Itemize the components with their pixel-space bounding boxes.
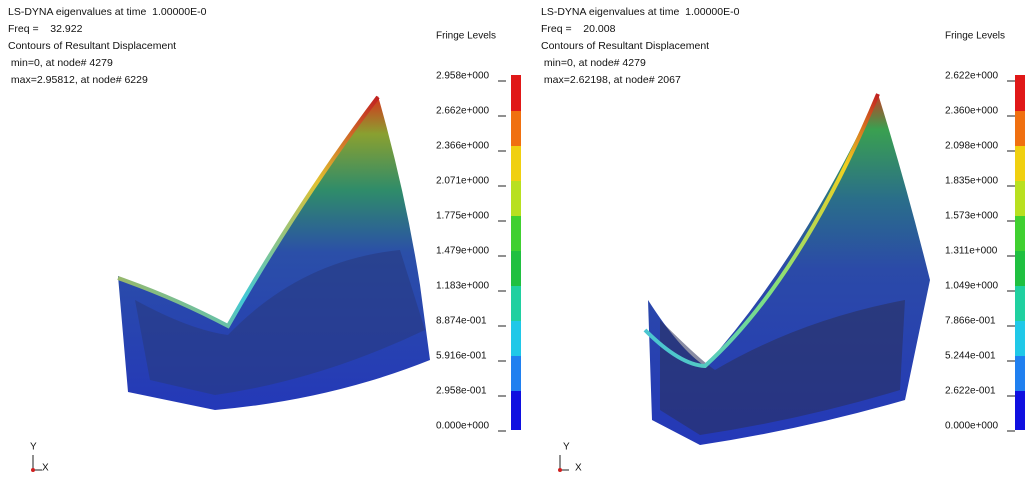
fringe-label: 2.366e+000 [436, 141, 490, 152]
colorbar-left [511, 75, 521, 430]
axis-x-label: X [575, 463, 582, 474]
fringe-label: 8.874e-001 [436, 316, 487, 327]
fringe-title: Fringe Levels [945, 31, 1005, 42]
axis-y-label: Y [563, 442, 570, 453]
header-line: Contours of Resultant Displacement [8, 40, 176, 52]
header-line: LS-DYNA eigenvalues at time 1.00000E-0 [541, 6, 740, 18]
fringe-label: 2.958e+000 [436, 71, 490, 82]
fringe-label: 1.835e+000 [945, 176, 999, 187]
triad-left [31, 455, 42, 472]
fringe-label: 1.183e+000 [436, 281, 490, 292]
header-line: Contours of Resultant Displacement [541, 40, 709, 52]
fringe-title: Fringe Levels [436, 31, 496, 42]
header-line: Freq = 32.922 [8, 23, 83, 35]
fringe-label: 0.000e+000 [945, 421, 999, 432]
fringe-label: 2.098e+000 [945, 141, 999, 152]
fringe-label: 2.071e+000 [436, 176, 490, 187]
header-line: LS-DYNA eigenvalues at time 1.00000E-0 [8, 6, 207, 18]
fringe-label: 2.622e-001 [945, 386, 996, 397]
fringe-label: 7.866e-001 [945, 316, 996, 327]
model-left [118, 96, 430, 410]
fringe-label: 5.916e-001 [436, 351, 487, 362]
header-line: max=2.62198, at node# 2067 [541, 74, 681, 86]
model-right [645, 94, 930, 445]
header-line: Freq = 20.008 [541, 23, 616, 35]
fringe-label: 1.573e+000 [945, 211, 999, 222]
axis-y-label: Y [30, 442, 37, 453]
fringe-label: 1.049e+000 [945, 281, 999, 292]
axis-x-label: X [42, 463, 49, 474]
fringe-label: 1.479e+000 [436, 246, 490, 257]
header-line: min=0, at node# 4279 [541, 57, 646, 69]
fringe-label: 2.958e-001 [436, 386, 487, 397]
fringe-label: 2.360e+000 [945, 106, 999, 117]
fringe-label: 1.311e+000 [945, 246, 998, 257]
fringe-label: 2.622e+000 [945, 71, 999, 82]
fringe-label: 0.000e+000 [436, 421, 490, 432]
fringe-label: 1.775e+000 [436, 211, 490, 222]
header-line: max=2.95812, at node# 6229 [8, 74, 148, 86]
fringe-label: 2.662e+000 [436, 106, 490, 117]
header-line: min=0, at node# 4279 [8, 57, 113, 69]
colorbar-right [1015, 75, 1025, 430]
fringe-label: 5.244e-001 [945, 351, 996, 362]
viewer: LS-DYNA eigenvalues at time 1.00000E-0 Fr… [0, 0, 1025, 477]
triad-right [558, 455, 569, 472]
